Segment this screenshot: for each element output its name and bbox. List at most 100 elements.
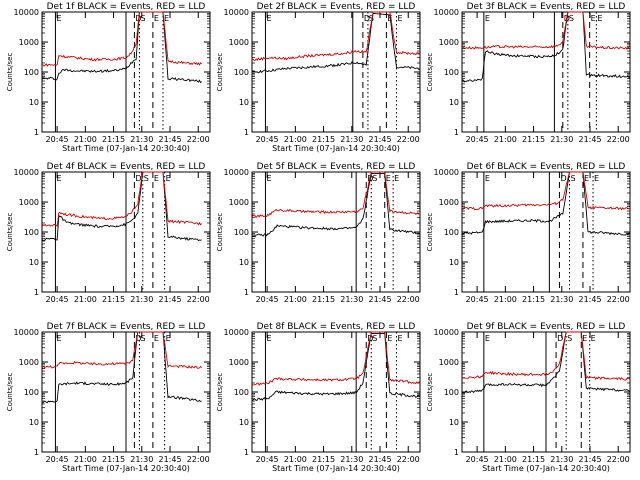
event-marker-glyph: S	[140, 334, 145, 343]
x-tick-label: 20:45	[256, 295, 279, 304]
panel-title: Det 4f BLACK = Events, RED = LLD	[47, 162, 206, 172]
event-marker-glyph: S	[567, 334, 572, 343]
event-marker-glyph: E	[594, 174, 599, 183]
y-tick-label: 100	[234, 228, 249, 237]
x-tick-label: 21:00	[284, 135, 307, 144]
x-tick-label: 21:15	[312, 135, 335, 144]
y-tick-label: 1	[454, 448, 459, 457]
event-marker-glyph: E	[485, 174, 490, 183]
x-tick-label: 21:30	[550, 135, 573, 144]
event-marker-glyph: S	[569, 14, 574, 23]
y-tick-label: 10000	[224, 8, 249, 17]
series-events-black	[461, 331, 631, 394]
y-tick-label: 10000	[434, 8, 459, 17]
x-tick-label: 21:45	[368, 455, 391, 464]
panel-det-4: Det 4f BLACK = Events, RED = LLD 1 10 100 10…	[6, 162, 211, 304]
y-tick-label: 10	[449, 98, 459, 107]
event-marker-glyph: E	[166, 174, 171, 183]
series-lld-red	[41, 11, 202, 67]
y-axis-label: Counts/sec	[216, 213, 224, 252]
y-tick-label: 1000	[19, 198, 39, 207]
event-marker-glyph: S	[571, 174, 576, 183]
panel-det-2: Det 2f BLACK = Events, RED = LLD 1 10 100 10…	[216, 2, 421, 153]
event-marker-glyph: S	[369, 14, 374, 23]
event-marker-glyph: S	[144, 174, 149, 183]
y-tick-label: 10	[239, 98, 249, 107]
y-tick-label: 1000	[229, 38, 249, 47]
panel-det-3: Det 3f BLACK = Events, RED = LLD 1 10 100 10…	[426, 2, 631, 144]
x-tick-label: 21:00	[284, 455, 307, 464]
x-tick-label: 20:45	[46, 295, 69, 304]
y-tick-label: 10	[449, 258, 459, 267]
x-tick-label: 20:45	[256, 455, 279, 464]
event-marker-glyph: D	[560, 174, 566, 183]
event-marker-glyph: E	[485, 14, 490, 23]
x-tick-label: 22:00	[607, 295, 630, 304]
panel-title: Det 5f BLACK = Events, RED = LLD	[257, 162, 416, 172]
x-tick-label: 22:00	[397, 135, 420, 144]
x-tick-label: 20:45	[466, 455, 489, 464]
series-lld-red	[251, 171, 420, 219]
event-marker-glyph: E	[164, 14, 169, 23]
event-marker-glyph: D	[135, 334, 141, 343]
x-tick-label: 21:30	[340, 295, 363, 304]
y-tick-label: 1	[244, 128, 249, 137]
x-tick-label: 22:00	[187, 135, 210, 144]
x-tick-label: 21:00	[284, 295, 307, 304]
y-tick-label: 100	[234, 388, 249, 397]
series-events-black	[461, 171, 631, 236]
series-lld-red	[461, 171, 631, 211]
y-tick-label: 10000	[14, 8, 39, 17]
x-tick-label: 21:30	[550, 455, 573, 464]
y-axis-label: Counts/sec	[6, 213, 14, 252]
series-events-black	[41, 331, 202, 404]
series-events-black	[251, 332, 421, 401]
series-events-black	[461, 11, 631, 83]
x-tick-label: 21:00	[74, 455, 97, 464]
event-marker-glyph: E	[56, 174, 61, 183]
x-tick-label: 21:45	[578, 295, 601, 304]
y-tick-label: 1000	[19, 38, 39, 47]
y-tick-label: 100	[444, 388, 459, 397]
panel-title: Det 2f BLACK = Events, RED = LLD	[257, 2, 416, 12]
y-tick-label: 1000	[229, 358, 249, 367]
y-axis-label: Counts/sec	[216, 53, 224, 92]
plot-frame	[251, 331, 421, 453]
x-tick-label: 21:45	[158, 295, 181, 304]
y-tick-label: 10	[239, 258, 249, 267]
x-tick-label: 21:45	[368, 295, 391, 304]
event-marker-glyph: E	[56, 334, 61, 343]
x-tick-label: 21:30	[550, 295, 573, 304]
series-events-black	[41, 11, 202, 84]
x-axis-label: Start Time (07-Jan-14 20:30:40)	[272, 144, 400, 153]
x-tick-label: 20:45	[466, 295, 489, 304]
plot-frame	[461, 171, 631, 293]
x-tick-label: 21:45	[578, 455, 601, 464]
y-tick-label: 10	[29, 98, 39, 107]
event-marker-glyph: E	[591, 14, 596, 23]
x-tick-label: 21:30	[340, 455, 363, 464]
x-tick-label: 21:45	[158, 455, 181, 464]
plot-frame	[251, 171, 421, 293]
series-lld-red	[41, 331, 202, 369]
event-marker-glyph: E	[394, 174, 399, 183]
x-tick-label: 21:45	[578, 135, 601, 144]
y-tick-label: 1000	[439, 198, 459, 207]
y-tick-label: 10	[29, 258, 39, 267]
panel-title: Det 3f BLACK = Events, RED = LLD	[467, 2, 626, 12]
y-tick-label: 10000	[14, 328, 39, 337]
event-marker-glyph: E	[386, 174, 391, 183]
x-tick-label: 22:00	[187, 455, 210, 464]
y-tick-label: 1000	[229, 198, 249, 207]
y-tick-label: 10000	[434, 328, 459, 337]
y-tick-label: 1	[244, 288, 249, 297]
event-marker-glyph: E	[154, 14, 159, 23]
y-tick-label: 10	[449, 418, 459, 427]
event-marker-glyph: E	[154, 174, 159, 183]
event-marker-glyph: E	[266, 174, 271, 183]
y-tick-label: 10000	[14, 168, 39, 177]
x-tick-label: 21:30	[130, 295, 153, 304]
event-marker-glyph: E	[584, 174, 589, 183]
x-tick-label: 21:15	[522, 295, 545, 304]
